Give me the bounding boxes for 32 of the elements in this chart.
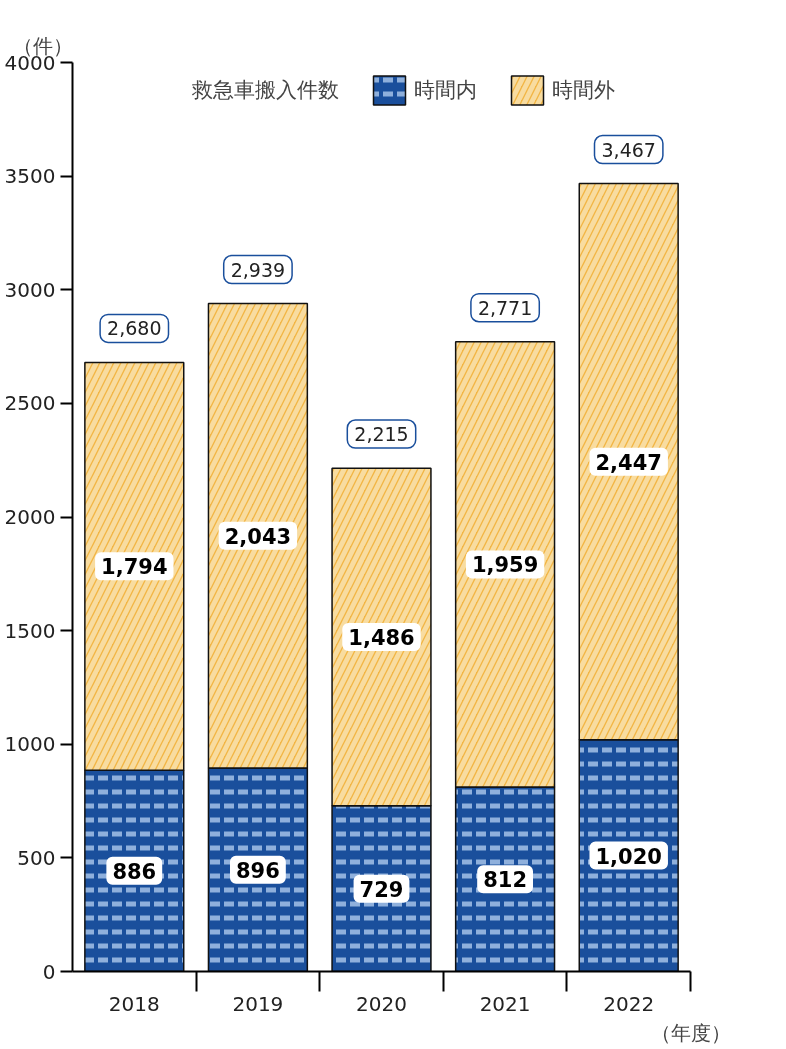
total-label: 2,771 <box>477 296 533 319</box>
total-label: 2,939 <box>230 258 286 281</box>
data-label: 1,794 <box>101 555 168 580</box>
data-label: 2,447 <box>595 450 662 475</box>
x-tick-label: 2021 <box>479 991 531 1016</box>
data-label: 1,486 <box>348 625 415 650</box>
total-label: 2,215 <box>354 423 409 446</box>
data-label: 729 <box>359 877 404 902</box>
y-tick-label: 1500 <box>4 618 56 643</box>
x-tick-label: 2022 <box>603 991 655 1016</box>
y-tick-label: 3000 <box>4 277 56 302</box>
y-tick-label: 3500 <box>4 164 56 189</box>
y-tick-label: 2000 <box>4 505 56 529</box>
data-label: 1,959 <box>471 553 539 578</box>
data-label: 896 <box>235 858 280 883</box>
y-tick-label: 2500 <box>4 391 56 416</box>
annotation: 救急車搬入件数 <box>192 77 339 104</box>
data-label: 812 <box>483 868 528 893</box>
y-tick-label: 500 <box>17 845 56 870</box>
x-tick-label: 2018 <box>108 991 160 1016</box>
x-tick-label: 2019 <box>232 991 284 1016</box>
legend-label: 時間外 <box>552 77 615 104</box>
x-tick-label: 2020 <box>356 991 407 1016</box>
y-tick-label: 0 <box>42 959 56 984</box>
legend-label: 時間内 <box>414 77 477 104</box>
total-label: 3,467 <box>601 138 656 161</box>
data-label: 1,020 <box>595 844 662 869</box>
data-label: 886 <box>112 859 157 884</box>
x-axis-title: （年度） <box>650 1020 731 1045</box>
total-label: 2,680 <box>107 317 162 340</box>
data-label: 2,043 <box>224 524 292 549</box>
y-tick-label: 1000 <box>4 732 56 757</box>
